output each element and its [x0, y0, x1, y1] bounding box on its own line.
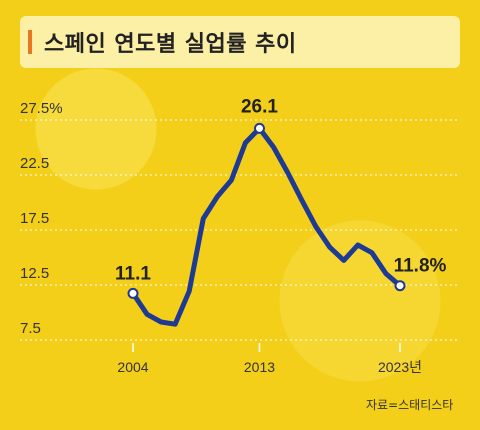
- series: [127, 122, 406, 327]
- x-tick-label: 2013: [244, 359, 275, 375]
- source-note: 자료=스태티스타: [366, 398, 454, 412]
- data-point: [127, 287, 139, 299]
- series-line: [130, 125, 403, 327]
- grid: [20, 119, 460, 341]
- y-tick-label: 12.5: [20, 265, 49, 282]
- x-axis-ticks: 2004 2013 2023년: [117, 343, 422, 375]
- y-axis-ticks: 27.5% 22.5 17.5 12.5 7.5: [20, 100, 63, 337]
- title-accent-bar: [28, 30, 32, 54]
- chart-title: 스페인 연도별 실업률 추이: [44, 32, 297, 57]
- x-tick-label: 2004: [117, 359, 148, 375]
- y-tick-label: 27.5%: [20, 100, 63, 117]
- x-tick-label: 2023년: [378, 359, 422, 375]
- data-point: [394, 280, 406, 292]
- y-tick-label: 17.5: [20, 210, 49, 227]
- y-tick-label: 7.5: [20, 320, 41, 337]
- data-label: 26.1: [241, 96, 278, 117]
- title-box: [20, 16, 460, 68]
- data-labels: 11.1 26.1 11.8%: [115, 96, 446, 284]
- data-label: 11.1: [115, 263, 151, 284]
- data-point: [253, 122, 265, 134]
- data-label: 11.8%: [394, 256, 447, 277]
- y-tick-label: 22.5: [20, 155, 49, 172]
